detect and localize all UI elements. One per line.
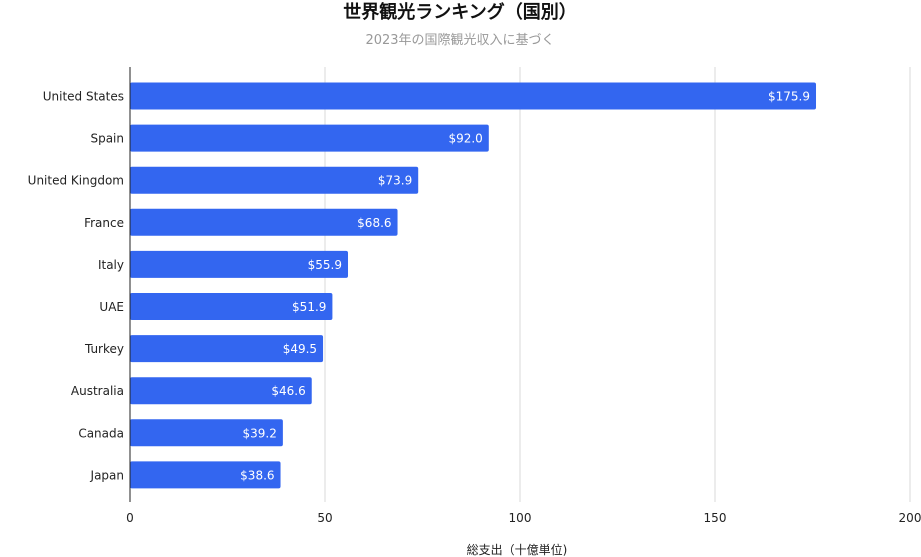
bar-value-label: $51.9 [292, 300, 326, 314]
x-axis-tick-labels: 0 50 100 150 200 [126, 511, 921, 525]
bar [130, 293, 333, 320]
x-axis-title: 総支出（十億単位) [467, 542, 568, 557]
category-label: United Kingdom [28, 174, 124, 188]
bar [130, 377, 312, 405]
bar-value-label: $46.6 [271, 384, 305, 398]
bar-value-label: $175.9 [768, 90, 810, 104]
x-tick-label: 200 [899, 511, 921, 525]
bar-value-label: $68.6 [357, 216, 391, 230]
bar-value-label: $55.9 [308, 258, 342, 272]
x-tick-label: 0 [126, 511, 134, 525]
bars: $175.9 $92.0 $73.9 $68.6 $55.9 $51.9 $49.5 $46.… [130, 82, 817, 489]
bar [130, 250, 349, 278]
category-label: Spain [90, 132, 124, 146]
category-label: France [84, 216, 124, 230]
chart-title: 世界観光ランキング（国別） [343, 1, 576, 23]
category-label: Canada [78, 426, 124, 440]
bar [130, 124, 489, 152]
category-label: UAE [99, 300, 124, 314]
x-tick-label: 100 [509, 511, 532, 525]
bar [130, 208, 398, 236]
bar [130, 461, 281, 489]
category-label: Turkey [84, 342, 124, 356]
category-label: Japan [90, 468, 124, 482]
x-tick-label: 50 [317, 511, 332, 525]
category-label: United States [43, 90, 124, 104]
category-label: Italy [98, 258, 124, 272]
category-labels: United States Spain United Kingdom France It… [28, 90, 124, 483]
bar [130, 335, 324, 363]
x-tick-label: 150 [704, 511, 727, 525]
bar-value-label: $49.5 [283, 342, 317, 356]
category-label: Australia [71, 384, 124, 398]
bar-value-label: $39.2 [243, 426, 277, 440]
bar [130, 419, 283, 447]
bar [130, 82, 817, 110]
chart-subtitle: 2023年の国際観光収入に基づく [365, 33, 554, 48]
bar-value-label: $73.9 [378, 174, 412, 188]
bar-value-label: $92.0 [448, 132, 482, 146]
bar [130, 166, 419, 194]
bar-value-label: $38.6 [240, 468, 274, 482]
grid-lines [324, 67, 911, 502]
